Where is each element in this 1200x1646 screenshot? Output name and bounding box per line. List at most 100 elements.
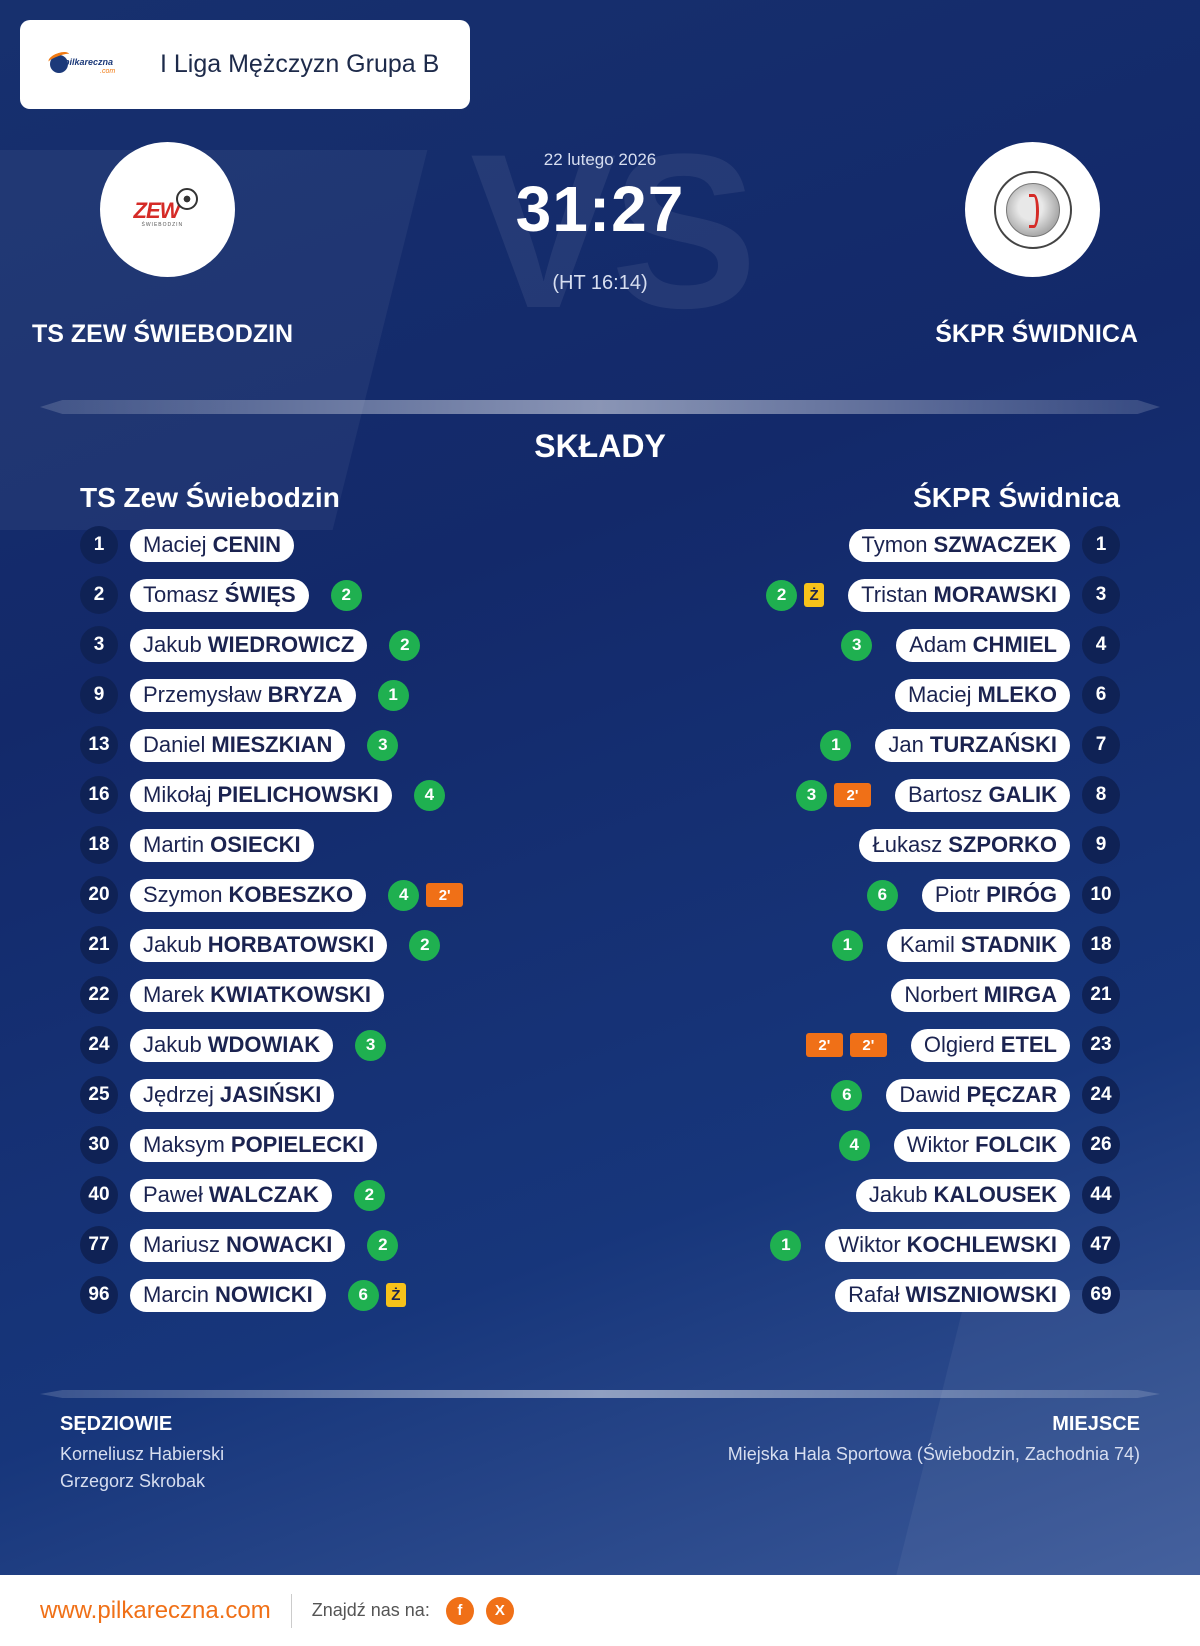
player-first-name: Rafał [848, 1282, 900, 1307]
player-last-name: WIEDROWICZ [207, 632, 355, 657]
player-first-name: Jakub [868, 1182, 928, 1207]
referees-label: SĘDZIOWIE [60, 1413, 173, 1435]
league-name: I Liga Mężczyzn Grupa B [160, 50, 440, 78]
player-name: Maciej CENIN [130, 528, 295, 562]
player-last-name: NOWACKI [226, 1232, 333, 1257]
player-number: 47 [1082, 1226, 1120, 1264]
player-first-name: Tymon [861, 532, 928, 557]
player-last-name: WALCZAK [208, 1182, 319, 1207]
player-name: Marek KWIATKOWSKI [130, 978, 385, 1012]
player-name: Przemysław BRYZA [130, 678, 356, 712]
player-last-name: KWIATKOWSKI [210, 982, 372, 1007]
final-score: 31:27 [515, 173, 685, 245]
player-row: 2 Ż Tristan MORAWSKI 3 [766, 570, 1120, 620]
player-row: 2 Tomasz ŚWIĘS 2 [80, 570, 463, 620]
player-name: Maksym POPIELECKI [130, 1128, 378, 1162]
player-stats: 3 [841, 629, 873, 661]
player-row: 9 Przemysław BRYZA 1 [80, 670, 463, 720]
player-first-name: Piotr [934, 882, 981, 907]
player-number: 22 [80, 976, 118, 1014]
player-name: Daniel MIESZKIAN [130, 728, 346, 762]
player-stats: 1 [377, 679, 409, 711]
player-number: 6 [1082, 676, 1120, 714]
player-stats: 3 [355, 1029, 387, 1061]
player-number: 9 [80, 676, 118, 714]
player-row: 30 Maksym POPIELECKI [80, 1120, 463, 1170]
player-name: Jakub WDOWIAK [130, 1028, 334, 1062]
player-last-name: FOLCIK [975, 1132, 1057, 1157]
away-lineup-title: ŚKPR Świdnica [913, 482, 1120, 513]
player-number: 9 [1082, 826, 1120, 864]
player-last-name: TURZAŃSKI [929, 732, 1057, 757]
player-last-name: PIRÓG [986, 882, 1057, 907]
pilkareczna-logo-icon: pilkareczna .com [46, 47, 138, 83]
player-number: 13 [80, 726, 118, 764]
player-stats: 3 [367, 729, 399, 761]
facebook-icon[interactable]: f [445, 1596, 474, 1625]
player-last-name: CENIN [212, 532, 282, 557]
player-last-name: MIESZKIAN [211, 732, 333, 757]
player-row: 40 Paweł WALCZAK 2 [80, 1170, 463, 1220]
player-number: 1 [1082, 526, 1120, 564]
player-row: Maciej MLEKO 6 [766, 670, 1120, 720]
player-first-name: Wiktor [838, 1232, 901, 1257]
player-number: 23 [1082, 1026, 1120, 1064]
player-name: Wiktor FOLCIK [893, 1128, 1070, 1162]
player-stats: 3 2' [795, 779, 871, 811]
player-name: Martin OSIECKI [130, 828, 314, 862]
player-name: Wiktor KOCHLEWSKI [825, 1228, 1070, 1262]
skpr-club-crest-icon [993, 170, 1072, 249]
player-last-name: WISZNIOWSKI [905, 1282, 1057, 1307]
player-last-name: POPIELECKI [230, 1132, 365, 1157]
player-first-name: Tomasz [143, 582, 219, 607]
player-first-name: Wiktor [906, 1132, 970, 1157]
player-row: 1 Wiktor KOCHLEWSKI 47 [766, 1220, 1120, 1270]
venue-name: Miejska Hala Sportowa (Świebodzin, Zacho… [727, 1444, 1140, 1464]
player-number: 7 [1082, 726, 1120, 764]
player-first-name: Mikołaj [143, 782, 212, 807]
player-last-name: MLEKO [977, 682, 1057, 707]
halftime-score: (HT 16:14) [552, 272, 648, 294]
player-stats: 2 [353, 1179, 385, 1211]
home-team-logo: ZEW ŚWIEBODZIN [100, 142, 235, 277]
player-name: Jan TURZAŃSKI [875, 728, 1070, 762]
player-first-name: Norbert [904, 982, 978, 1007]
player-first-name: Mariusz [143, 1232, 221, 1257]
player-first-name: Łukasz [872, 832, 943, 857]
x-icon[interactable]: X [485, 1596, 514, 1625]
player-stats: 1 [770, 1229, 802, 1261]
goals-badge: 2 [330, 579, 362, 611]
goals-badge: 6 [347, 1279, 379, 1311]
player-number: 26 [1082, 1126, 1120, 1164]
vs-watermark: VS [470, 108, 757, 354]
suspension-badge: 2' [849, 1033, 887, 1057]
player-last-name: KALOUSEK [933, 1182, 1057, 1207]
yellow-card-badge: Ż [385, 1283, 406, 1307]
player-first-name: Dawid [899, 1082, 961, 1107]
player-row: 4 Wiktor FOLCIK 26 [766, 1120, 1120, 1170]
player-row: 3 Jakub WIEDROWICZ 2 [80, 620, 463, 670]
player-row: 24 Jakub WDOWIAK 3 [80, 1020, 463, 1070]
player-last-name: OSIECKI [210, 832, 301, 857]
player-name: Jakub HORBATOWSKI [130, 928, 388, 962]
player-number: 16 [80, 776, 118, 814]
goals-badge: 3 [355, 1029, 387, 1061]
player-row: 77 Mariusz NOWACKI 2 [80, 1220, 463, 1270]
player-first-name: Maciej [907, 682, 972, 707]
player-name: Bartosz GALIK [894, 778, 1070, 812]
player-first-name: Przemysław [143, 682, 262, 707]
goals-badge: 3 [795, 779, 827, 811]
player-last-name: MIRGA [983, 982, 1057, 1007]
player-first-name: Marek [143, 982, 205, 1007]
goals-badge: 6 [831, 1079, 863, 1111]
league-header: pilkareczna .com I Liga Mężczyzn Grupa B [20, 20, 470, 109]
goals-badge: 4 [413, 779, 445, 811]
player-last-name: ETEL [1000, 1032, 1057, 1057]
decorative-shape [892, 1290, 1200, 1590]
player-number: 18 [1082, 926, 1120, 964]
player-row: 1 Maciej CENIN [80, 520, 463, 570]
site-link[interactable]: www.pilkareczna.com [40, 1596, 271, 1624]
player-stats: 6 [831, 1079, 863, 1111]
